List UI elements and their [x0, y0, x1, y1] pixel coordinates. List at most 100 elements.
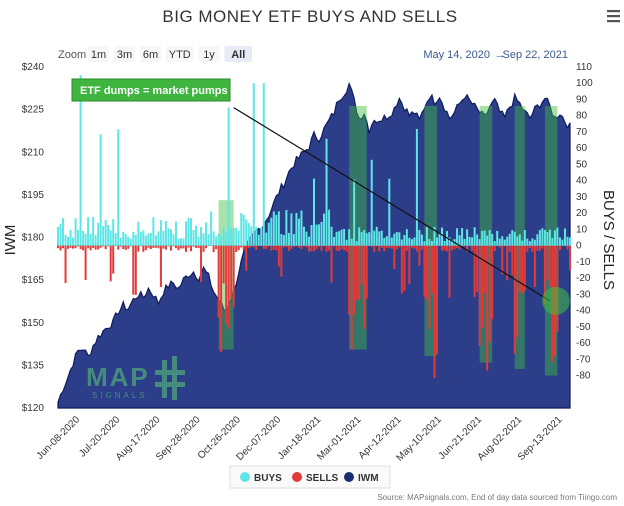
sell-bar [543, 245, 546, 305]
buy-bar [129, 238, 132, 246]
buy-bar [127, 236, 130, 246]
sell-bar [413, 245, 416, 249]
range-to[interactable]: Sep 22, 2021 [503, 49, 568, 61]
buy-bar [62, 218, 65, 246]
buy-bar [172, 234, 175, 246]
buy-bar [333, 236, 336, 246]
zoom-button-1m[interactable]: 1m [88, 46, 109, 62]
sell-bar [473, 245, 476, 297]
legend-item-iwm[interactable]: IWM [344, 472, 379, 484]
sell-bar [453, 245, 456, 250]
zoom-button-6m[interactable]: 6m [140, 46, 161, 62]
buy-bar [451, 239, 454, 246]
buy-bar [415, 128, 418, 246]
sell-bar [302, 245, 305, 247]
zoom-button-all[interactable]: All [224, 46, 253, 62]
buy-bar [345, 239, 348, 246]
sell-bar [104, 245, 107, 250]
sell-bar [152, 245, 155, 248]
sell-bar [383, 245, 386, 252]
left-tick-label: $150 [22, 318, 45, 329]
buy-bar [558, 237, 561, 246]
buy-bar [393, 233, 396, 246]
buy-bar [177, 238, 180, 246]
sell-bar [365, 245, 368, 299]
sell-bar [102, 245, 105, 247]
sell-bar [87, 245, 90, 249]
zoom-button-3m[interactable]: 3m [114, 46, 135, 62]
buy-bar [551, 238, 554, 246]
sell-bar [320, 245, 323, 251]
left-axis-title: IWM [2, 225, 19, 256]
buy-bar [360, 232, 363, 246]
sell-bar [167, 245, 170, 247]
buy-bar [458, 235, 461, 246]
left-tick-label: $195 [22, 190, 45, 201]
zoom-label: Zoom [58, 49, 86, 61]
sell-bar [395, 245, 398, 250]
buy-bar [478, 239, 481, 246]
buy-bar [72, 237, 75, 246]
buy-bar [227, 107, 230, 246]
legend-label: SELLS [306, 473, 339, 484]
buy-bar [461, 227, 464, 246]
sell-bar [215, 245, 218, 250]
zoom-button-ytd[interactable]: YTD [166, 46, 194, 62]
buy-bar [217, 233, 220, 246]
sell-bar [179, 245, 182, 249]
buy-bar [338, 231, 341, 246]
zoom-button-1y[interactable]: 1y [198, 46, 220, 62]
sell-bar [262, 245, 265, 249]
sell-bar [501, 245, 504, 275]
sell-bar [127, 245, 130, 249]
date-range: May 14, 2020 → Sep 22, 2021 [423, 49, 568, 61]
buy-bar [260, 227, 263, 246]
right-axis-title: BUYS / SELLS [600, 190, 617, 290]
buy-bar [147, 233, 150, 246]
sell-bar [272, 245, 275, 250]
buy-bar [82, 230, 85, 246]
buy-bar [252, 83, 255, 246]
buy-bar [353, 179, 356, 246]
buy-bar [69, 229, 72, 246]
sell-bar [285, 245, 288, 247]
sell-bar [441, 245, 443, 251]
buy-bar [275, 214, 278, 246]
legend: BUYS SELLS IWM [229, 465, 391, 489]
map-signals-logo: MAP SIGNALS [86, 356, 185, 400]
sell-bar [74, 245, 77, 249]
buy-bar [307, 236, 310, 246]
buy-bar [536, 234, 539, 246]
sell-bar [82, 245, 85, 251]
right-tick-label: -50 [576, 322, 591, 333]
sell-bar [546, 245, 549, 281]
legend-item-sells[interactable]: SELLS [292, 472, 339, 484]
buy-bar [498, 238, 501, 246]
range-from[interactable]: May 14, 2020 [423, 49, 490, 61]
legend-item-buys[interactable]: BUYS [240, 472, 282, 484]
buy-bar [410, 239, 413, 246]
buy-bar [538, 229, 541, 246]
buy-bar [488, 230, 491, 246]
sell-bar [493, 245, 496, 251]
sell-bar [433, 245, 436, 379]
buy-bar [506, 236, 509, 246]
legend-box [229, 465, 391, 489]
range-arrow: → [495, 49, 506, 61]
buy-bar [508, 233, 511, 246]
sell-bar [200, 245, 203, 283]
sell-bar [446, 245, 449, 252]
buy-bar [343, 228, 346, 246]
buy-bar [476, 234, 479, 246]
hamburger-menu-icon[interactable] [607, 10, 620, 23]
right-tick-label: 60 [576, 143, 588, 154]
sell-bar [237, 245, 240, 251]
buy-bar [285, 209, 288, 246]
sell-bar [177, 245, 180, 251]
buy-bar [395, 232, 398, 246]
sell-bar [353, 245, 356, 315]
buy-bar [282, 235, 285, 246]
buy-bar [370, 159, 373, 246]
sell-bar [132, 245, 135, 295]
